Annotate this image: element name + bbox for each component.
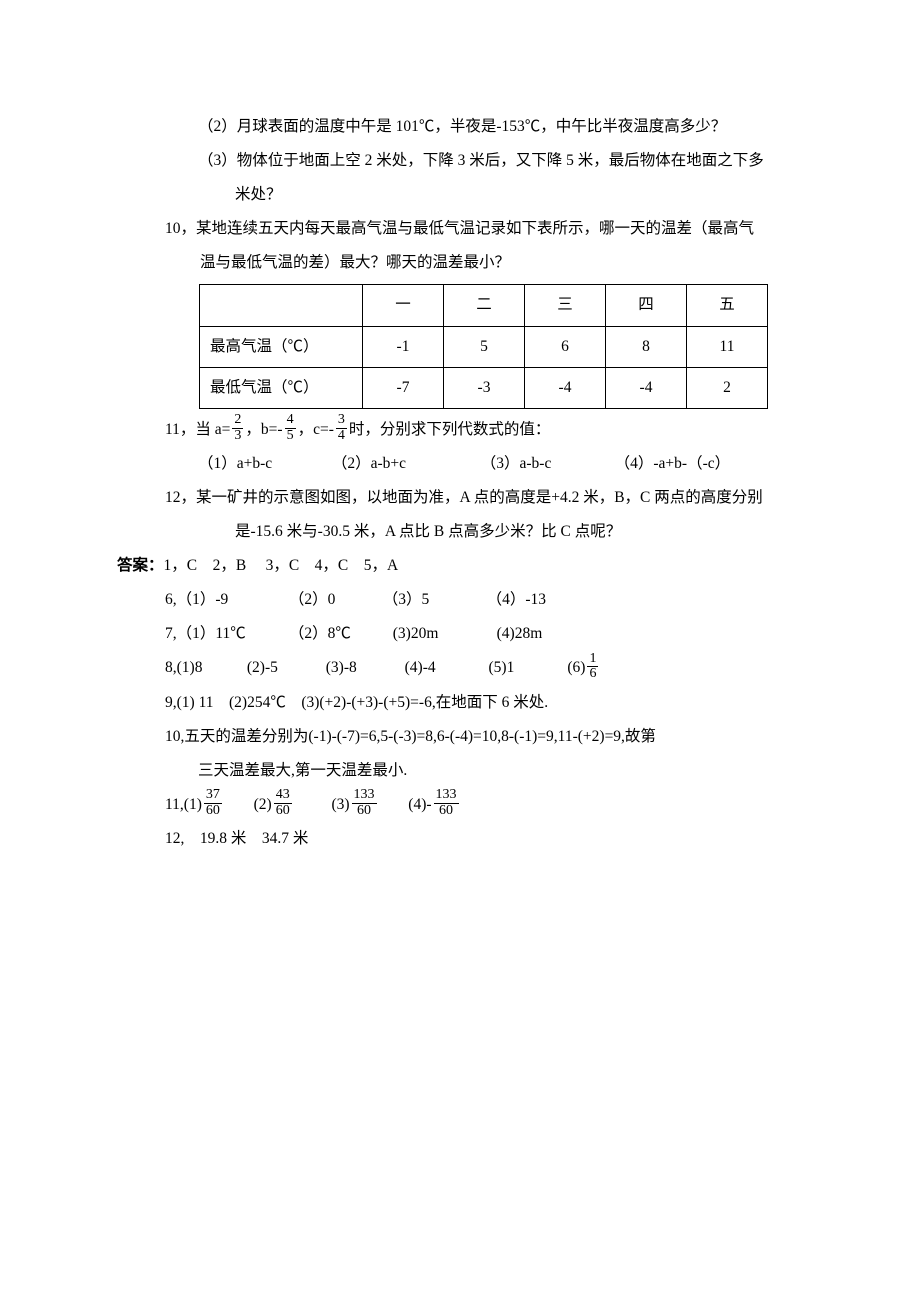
row-low-label: 最低气温（℃） [200,367,363,408]
q11-opt4: （4）-a+b-（-c） [615,447,731,481]
a8-4: (4)-4 [405,651,485,685]
q9-part3-line1: （3）物体位于地面上空 2 米处，下降 3 米后，又下降 5 米，最后物体在地面… [165,144,770,178]
a8-1: 8,(1)8 [165,651,243,685]
temperature-table: 一 二 三 四 五 最高气温（℃） -1 5 6 8 11 最低气温（℃） -7… [199,284,768,408]
a6-1: 6,（1）-9 [165,583,285,617]
q11-post: 时，分别求下列代数式的值： [349,421,551,438]
cell: 8 [606,326,687,367]
a7-4: (4)28m [497,617,543,651]
q11-options: （1）a+b-c （2）a-b+c （3）a-b-c （4）-a+b-（-c） [165,447,770,481]
q11-opt3: （3）a-b-c [481,447,611,481]
fraction-4-5: 45 [285,413,296,443]
a8-3: (3)-8 [326,651,401,685]
answers-label: 答案： [117,557,164,574]
q12-line2: 是-15.6 米与-30.5 米，A 点比 B 点高多少米？比 C 点呢？ [165,515,770,549]
cell: -3 [444,367,525,408]
a8-5: (5)1 [489,651,564,685]
cell: -4 [606,367,687,408]
cell: 6 [525,326,606,367]
fraction-37-60: 3760 [204,788,222,818]
answer-10-line1: 10,五天的温差分别为(-1)-(-7)=6,5-(-3)=8,6-(-4)=1… [165,720,770,754]
answer-11: 11,(1)3760 (2)4360 (3)13360 (4)-13360 [165,788,770,822]
a7-1: 7,（1）11℃ [165,617,285,651]
q11-mid2: ，c=- [298,421,334,438]
a8-6-label: (6) [567,651,585,685]
a7-3: (3)20m [393,617,493,651]
cell: 11 [687,326,768,367]
answers-line1: 答案：1，C 2，B 3，C 4，C 5，A [117,549,770,583]
a6-3: （3）5 [383,583,483,617]
answer-8: 8,(1)8 (2)-5 (3)-8 (4)-4 (5)1 (6)16 [165,651,770,685]
answer-7: 7,（1）11℃ （2）8℃ (3)20m (4)28m [165,617,770,651]
q9-part2: （2）月球表面的温度中午是 101℃，半夜是-153℃，中午比半夜温度高多少？ [165,110,770,144]
answer-12: 12, 19.8 米 34.7 米 [165,822,770,856]
table-blank-header [200,285,363,326]
table-row: 最低气温（℃） -7 -3 -4 -4 2 [200,367,768,408]
a11-4-label: (4)- [408,796,431,813]
fraction-1-6: 16 [587,652,598,682]
cell: -4 [525,367,606,408]
answer-9: 9,(1) 11 (2)254℃ (3)(+2)-(+3)-(+5)=-6,在地… [165,686,770,720]
q10-line1: 10，某地连续五天内每天最高气温与最低气温记录如下表所示，哪一天的温差（最高气 [165,212,770,246]
q10-line2: 温与最低气温的差）最大？哪天的温差最小？ [165,246,770,280]
page-container: （2）月球表面的温度中午是 101℃，半夜是-153℃，中午比半夜温度高多少？ … [0,0,920,1302]
table-row: 最高气温（℃） -1 5 6 8 11 [200,326,768,367]
q12-line1: 12，某一矿井的示意图如图，以地面为准，A 点的高度是+4.2 米，B，C 两点… [165,481,770,515]
cell: -7 [363,367,444,408]
q11-stem: 11，当 a=23，b=-45，c=-34时，分别求下列代数式的值： [165,413,770,447]
cell: -1 [363,326,444,367]
a7-2: （2）8℃ [289,617,389,651]
q11-mid1: ，b=- [245,421,282,438]
table-col-2: 二 [444,285,525,326]
answer-6: 6,（1）-9 （2）0 （3）5 （4）-13 [165,583,770,617]
q11-opt1: （1）a+b-c [198,447,328,481]
table-col-3: 三 [525,285,606,326]
cell: 5 [444,326,525,367]
q9-part3-line2: 米处？ [165,178,770,212]
a11-3-label: (3) [331,796,349,813]
answer-10-line2: 三天温差最大,第一天温差最小. [165,754,770,788]
q11-pre: 11，当 a= [165,421,230,438]
fraction-133-60-b: 13360 [434,788,459,818]
fraction-133-60-a: 13360 [352,788,377,818]
row-high-label: 最高气温（℃） [200,326,363,367]
q11-opt2: （2）a-b+c [332,447,477,481]
a11-2-label: (2) [254,796,272,813]
fraction-3-4: 34 [336,413,347,443]
a6-4: （4）-13 [487,583,546,617]
fraction-43-60: 4360 [274,788,292,818]
a6-2: （2）0 [289,583,379,617]
table-col-5: 五 [687,285,768,326]
fraction-2-3: 23 [232,413,243,443]
a8-2: (2)-5 [247,651,322,685]
table-col-1: 一 [363,285,444,326]
table-col-4: 四 [606,285,687,326]
answers-1to5: 1，C 2，B 3，C 4，C 5，A [164,557,399,574]
cell: 2 [687,367,768,408]
a11-1-label: 11,(1) [165,796,202,813]
